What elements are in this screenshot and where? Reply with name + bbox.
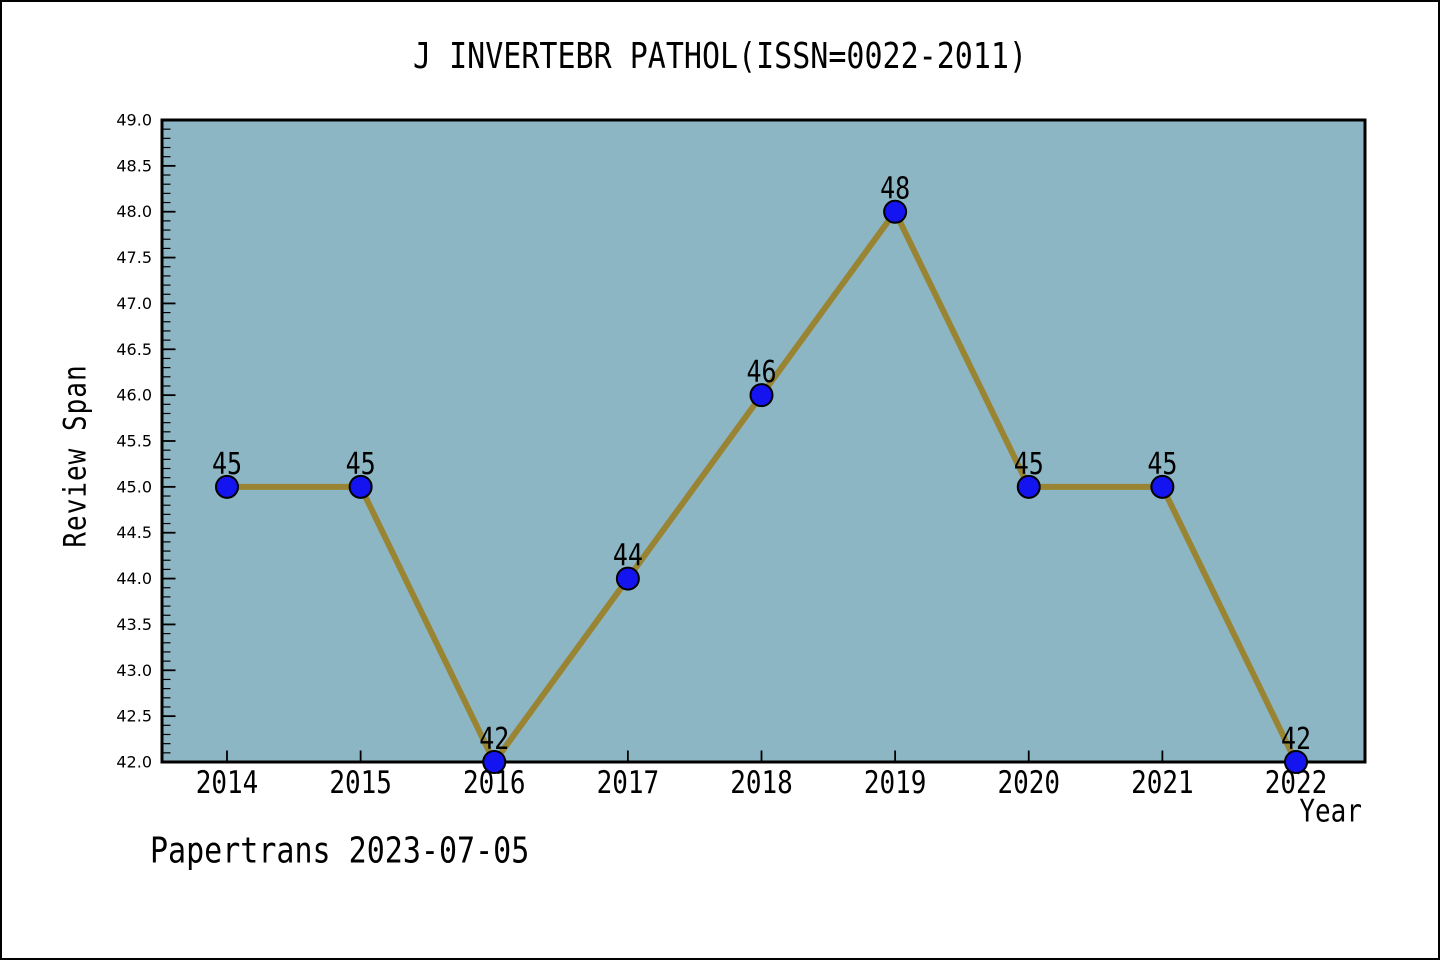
y-tick-label: 43.5 <box>116 615 152 634</box>
y-tick-label: 43.0 <box>116 661 152 680</box>
data-point <box>1150 474 1175 499</box>
data-point <box>348 474 373 499</box>
data-point-label: 45 <box>346 446 376 482</box>
x-tick-label: 2021 <box>1131 764 1194 801</box>
y-tick-label: 45.5 <box>116 432 152 451</box>
data-point-label: 44 <box>613 537 643 573</box>
data-point <box>883 199 908 224</box>
x-tick-label: 2018 <box>730 764 793 801</box>
data-point <box>215 474 239 499</box>
x-tick-label: 2017 <box>597 764 660 801</box>
x-tick-label: 2014 <box>196 764 259 801</box>
data-point <box>482 750 507 774</box>
y-tick-label: 48.5 <box>116 156 152 175</box>
data-point <box>615 566 640 591</box>
x-tick-label: 2015 <box>329 764 392 801</box>
y-tick-label: 46.5 <box>116 340 152 359</box>
y-tick-label: 45.0 <box>116 477 152 496</box>
y-tick-label: 47.5 <box>116 248 152 267</box>
plot-area <box>160 118 1367 764</box>
y-tick-label: 44.5 <box>116 523 152 542</box>
x-tick-label: 2020 <box>997 764 1060 801</box>
data-point <box>1016 474 1041 499</box>
data-point-label: 45 <box>1014 446 1044 482</box>
data-point-label: 42 <box>479 721 509 757</box>
data-point-label: 45 <box>1147 446 1177 482</box>
y-tick-label: 42.5 <box>116 707 152 726</box>
x-axis-label: Year <box>1299 794 1362 830</box>
x-tick-label: 2019 <box>864 764 927 801</box>
data-point-label: 45 <box>212 446 242 482</box>
y-tick-label: 47.0 <box>116 294 152 313</box>
chart-title: J INVERTEBR PATHOL(ISSN=0022-2011) <box>412 35 1028 78</box>
data-point-label: 46 <box>746 354 776 390</box>
y-axis-label: Review Span <box>58 364 94 548</box>
data-point <box>749 383 774 408</box>
data-point-label: 48 <box>880 170 910 206</box>
data-point <box>1284 750 1308 774</box>
y-tick-label: 44.0 <box>116 569 152 588</box>
data-point-label: 42 <box>1281 721 1311 757</box>
footer-watermark: Papertrans 2023-07-05 <box>150 830 530 872</box>
y-tick-label: 46.0 <box>116 386 152 405</box>
y-tick-label: 48.0 <box>116 202 152 221</box>
y-tick-label: 42.0 <box>116 753 152 772</box>
y-tick-label: 49.0 <box>116 111 152 130</box>
